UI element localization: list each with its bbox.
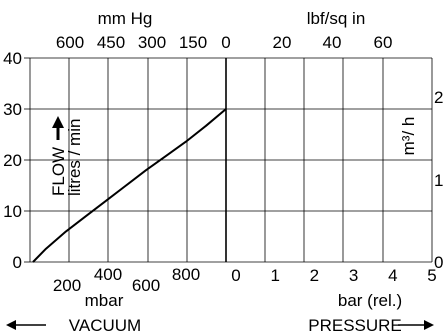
y-tick-label: 40: [3, 49, 22, 68]
bottom-right-tick-label: 3: [349, 266, 358, 285]
flow-unit-label: litres / min: [65, 119, 84, 196]
vacuum-arrow: [6, 320, 46, 330]
bottom-right-tick-label: 2: [310, 266, 319, 285]
bottom-right-tick-label: 4: [388, 266, 397, 285]
left-axis-ticks: [24, 57, 30, 263]
pressure-arrow: [398, 320, 434, 330]
right-y-tick-label: 1: [434, 171, 443, 190]
top-left-tick-label: 150: [179, 33, 207, 52]
flow-curve-line: [32, 108, 227, 263]
top-right-axis-title: lbf/sq in: [307, 9, 366, 28]
top-right-tick-label: 60: [374, 33, 393, 52]
y-tick-label: 0: [13, 253, 22, 272]
pressure-label: PRESSURE: [308, 316, 402, 335]
y-tick-label: 10: [3, 202, 22, 221]
right-y-tick-label: 2: [434, 88, 443, 107]
top-right-tick-label: 40: [323, 33, 342, 52]
bottom-right-axis-title: bar (rel.): [338, 291, 402, 310]
bottom-left-axis-title: mbar: [85, 291, 124, 310]
bottom-right-tick-label: 5: [427, 266, 436, 285]
flow-arrow-icon: [52, 116, 64, 140]
bottom-right-tick-label: 1: [270, 266, 279, 285]
bottom-left-tick-label: 200: [53, 276, 81, 295]
top-left-tick-label: 450: [97, 33, 125, 52]
right-axis-title: m³/ h: [399, 117, 418, 156]
top-left-tick-label: 300: [138, 33, 166, 52]
flow-label: FLOW: [49, 147, 68, 196]
bottom-left-tick-label: 800: [172, 265, 200, 284]
top-left-axis-title: mm Hg: [98, 9, 153, 28]
top-right-tick-label: 20: [273, 33, 292, 52]
y-tick-label: 20: [3, 151, 22, 170]
curve-layer: [32, 108, 227, 263]
top-left-tick-label: 0: [221, 33, 230, 52]
grid-lines: [29, 57, 433, 263]
vacuum-label: VACUUM: [69, 316, 141, 335]
y-tick-label: 30: [3, 100, 22, 119]
bottom-left-tick-label: 600: [132, 276, 160, 295]
top-left-tick-label: 600: [56, 33, 84, 52]
right-y-tick-label: 0: [434, 253, 443, 272]
flow-axis-title: FLOW litres / min: [49, 119, 84, 196]
bottom-right-tick-label: 0: [231, 266, 240, 285]
bottom-left-tick-label: 400: [94, 265, 122, 284]
